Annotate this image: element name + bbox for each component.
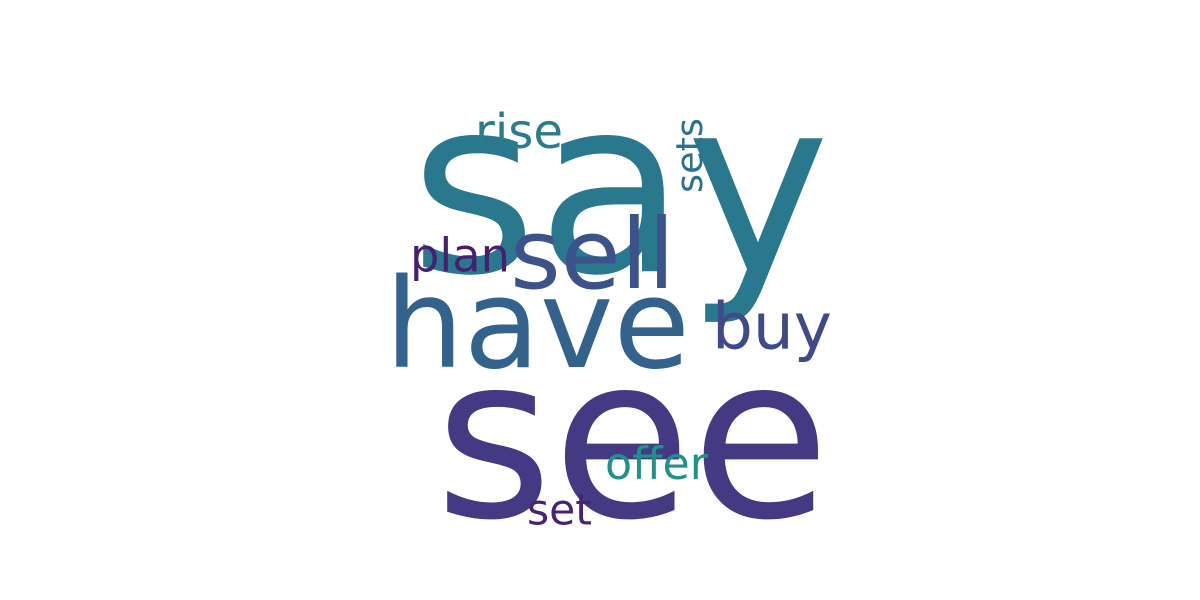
word-say: say [410, 46, 830, 330]
word-plan: plan [410, 228, 510, 283]
word-have: have [385, 252, 690, 397]
word-sell: sell [510, 197, 675, 312]
word-sets: sets [668, 118, 712, 193]
word-rise: rise [475, 103, 563, 160]
word-set: set [527, 486, 592, 536]
word-offer: offer [605, 438, 708, 490]
word-buy: buy [712, 289, 832, 365]
word-see: see [435, 308, 830, 571]
